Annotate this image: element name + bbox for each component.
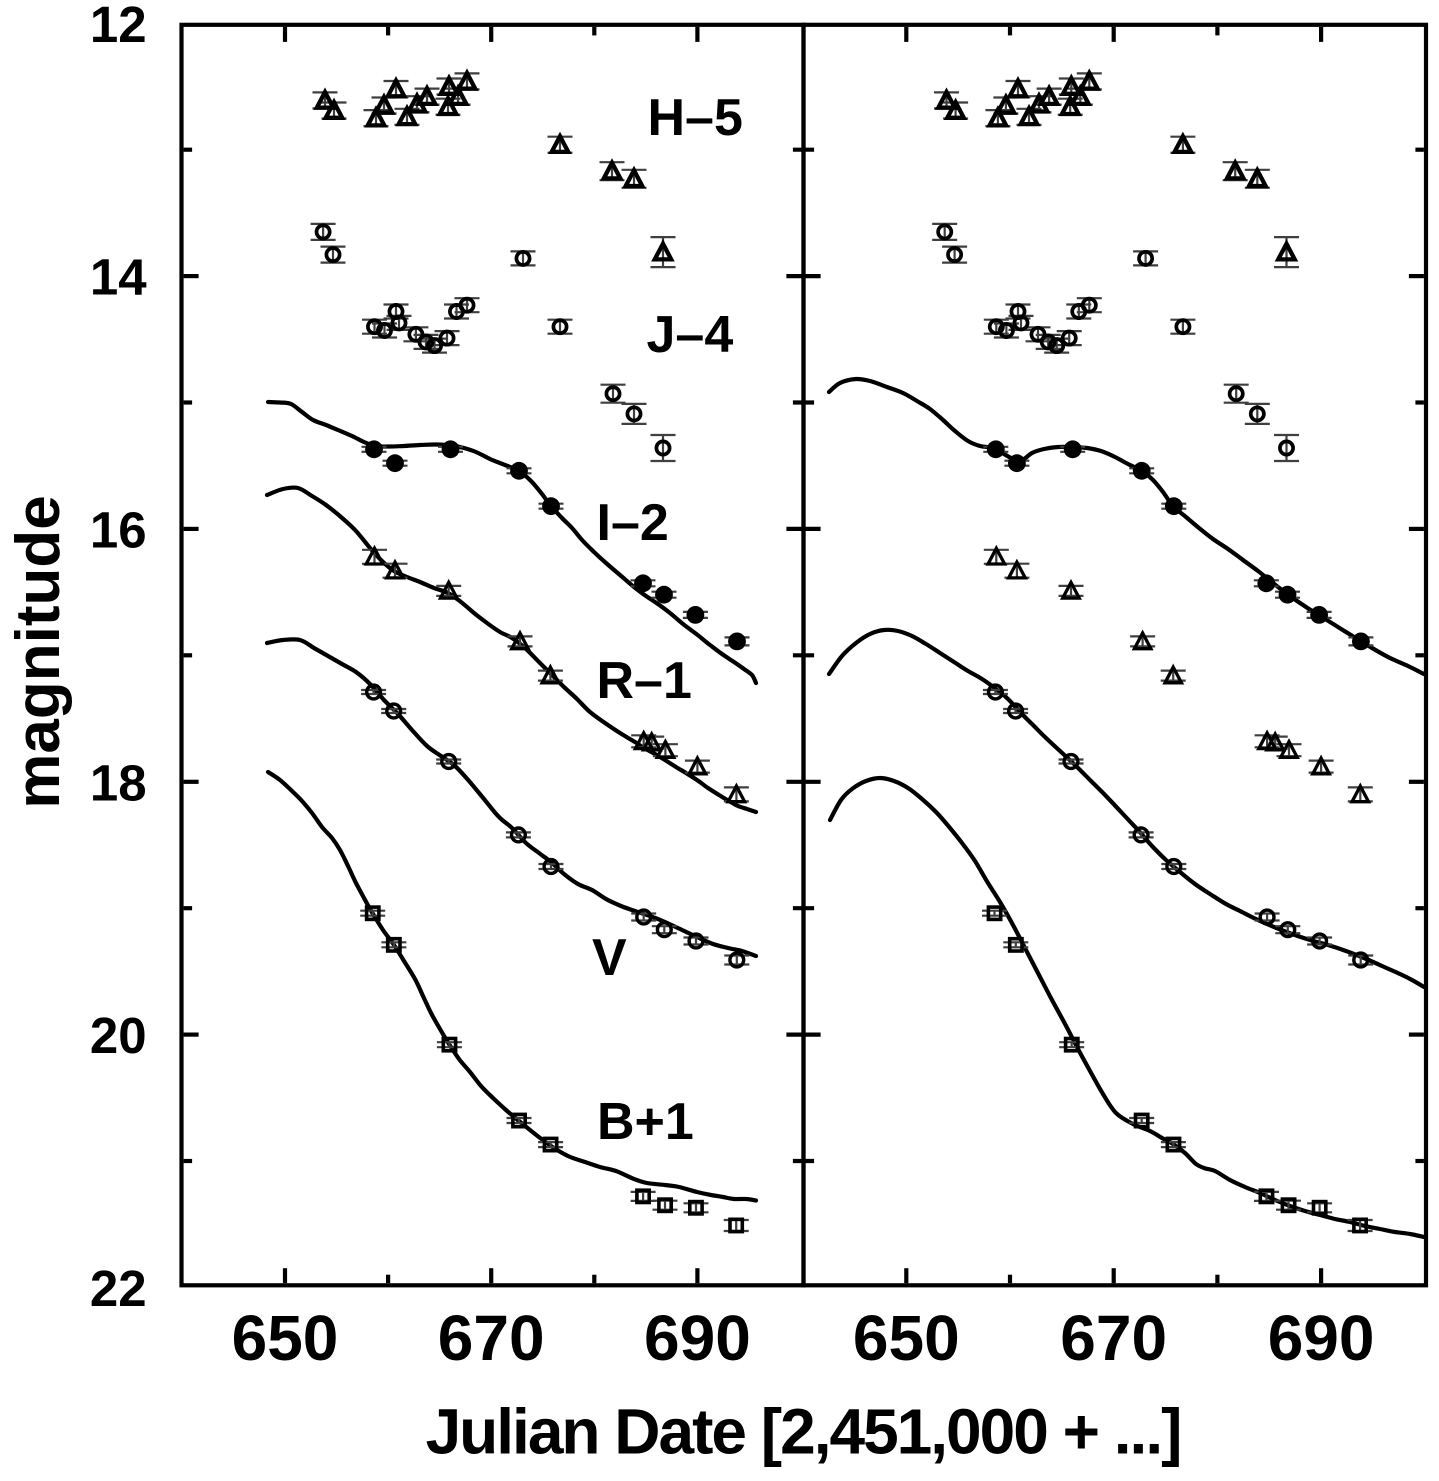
svg-text:magnitude: magnitude bbox=[4, 495, 73, 808]
svg-text:690: 690 bbox=[644, 1302, 751, 1374]
svg-text:12: 12 bbox=[90, 0, 147, 53]
svg-text:Julian Date [2,451,000 + ...]: Julian Date [2,451,000 + ...] bbox=[426, 1396, 1181, 1468]
svg-text:690: 690 bbox=[1268, 1302, 1375, 1374]
svg-text:14: 14 bbox=[90, 249, 147, 306]
svg-text:16: 16 bbox=[90, 502, 147, 559]
svg-text:J–4: J–4 bbox=[647, 306, 734, 364]
svg-text:18: 18 bbox=[90, 754, 147, 811]
svg-text:20: 20 bbox=[90, 1007, 147, 1064]
svg-text:650: 650 bbox=[232, 1302, 339, 1374]
svg-text:V: V bbox=[592, 929, 627, 987]
svg-text:670: 670 bbox=[1060, 1302, 1167, 1374]
svg-text:650: 650 bbox=[853, 1302, 960, 1374]
svg-text:R–1: R–1 bbox=[597, 652, 692, 710]
svg-text:22: 22 bbox=[90, 1260, 147, 1317]
svg-text:H–5: H–5 bbox=[648, 89, 743, 147]
svg-text:I–2: I–2 bbox=[597, 494, 669, 552]
svg-text:B+1: B+1 bbox=[597, 1093, 694, 1151]
svg-text:670: 670 bbox=[438, 1302, 545, 1374]
